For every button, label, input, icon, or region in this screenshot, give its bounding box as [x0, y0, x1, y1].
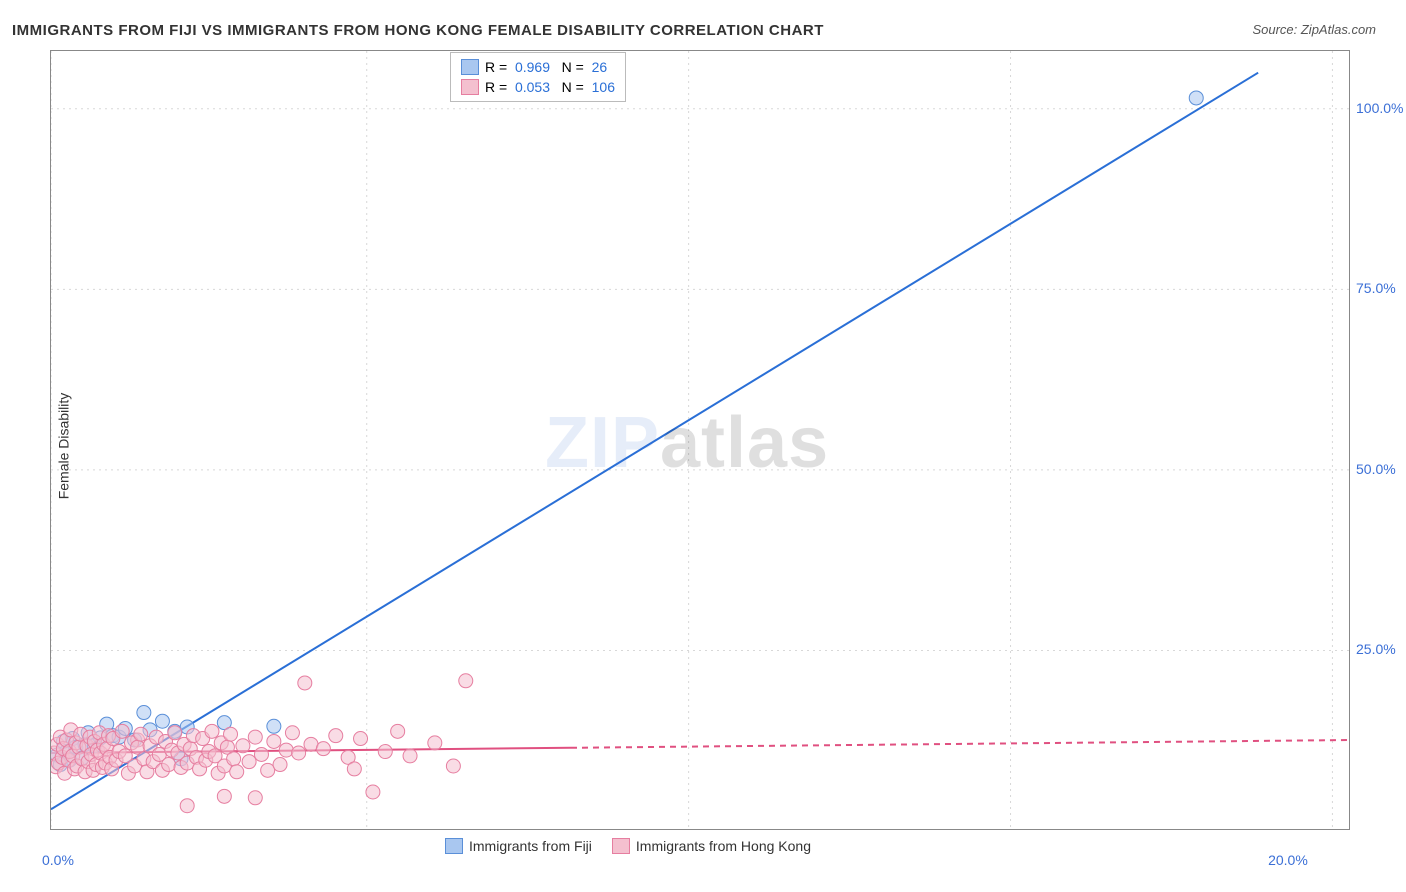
legend-row: R = 0.969 N = 26 [461, 57, 615, 77]
y-tick: 75.0% [1356, 280, 1396, 296]
y-tick: 100.0% [1356, 100, 1403, 116]
legend-swatch [612, 838, 630, 854]
plot-area: ZIPatlas [50, 50, 1350, 830]
legend-swatch [461, 79, 479, 95]
chart-svg [51, 51, 1351, 831]
legend-item: Immigrants from Fiji [445, 838, 592, 854]
legend-correlation-box: R = 0.969 N = 26 R = 0.053 N = 106 [450, 52, 626, 102]
legend-swatch [445, 838, 463, 854]
source-label: Source: ZipAtlas.com [1252, 22, 1376, 37]
legend-label: Immigrants from Fiji [469, 838, 592, 854]
x-tick: 0.0% [42, 852, 74, 868]
legend-series: Immigrants from Fiji Immigrants from Hong… [445, 838, 811, 854]
y-tick: 25.0% [1356, 641, 1396, 657]
legend-item: Immigrants from Hong Kong [612, 838, 811, 854]
legend-swatch [461, 59, 479, 75]
legend-stats: R = 0.053 N = 106 [485, 77, 615, 97]
legend-stats: R = 0.969 N = 26 [485, 57, 607, 77]
x-tick: 20.0% [1268, 852, 1308, 868]
chart-container: IMMIGRANTS FROM FIJI VS IMMIGRANTS FROM … [0, 0, 1406, 892]
y-tick: 50.0% [1356, 461, 1396, 477]
legend-row: R = 0.053 N = 106 [461, 77, 615, 97]
legend-label: Immigrants from Hong Kong [636, 838, 811, 854]
chart-title: IMMIGRANTS FROM FIJI VS IMMIGRANTS FROM … [12, 22, 824, 39]
